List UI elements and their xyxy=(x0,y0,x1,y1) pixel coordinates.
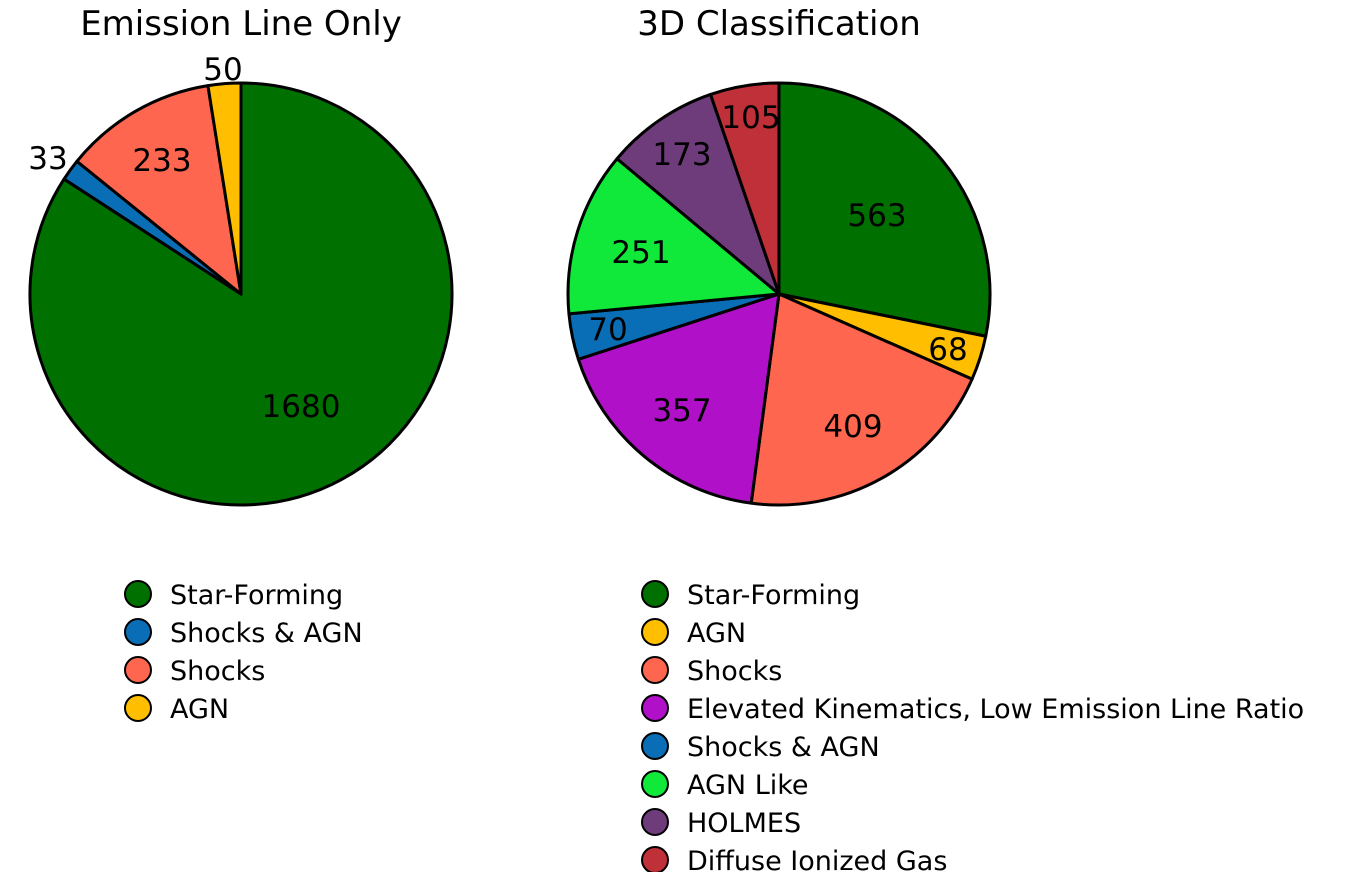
pie-slice-agn xyxy=(206,81,243,296)
slice-value-label: 70 xyxy=(588,312,627,348)
pie-slice-diffuse-ionized-gas xyxy=(709,81,781,296)
slice-value-label: 563 xyxy=(847,198,906,234)
legend-label: Star-Forming xyxy=(170,580,343,611)
pie-chart-2: 3D Classification 563 68 409 357 70 251 173 105 S… xyxy=(566,4,1304,872)
legend-label: Shocks xyxy=(170,656,265,687)
legend-label: Star-Forming xyxy=(687,580,860,611)
slice-value-label: 233 xyxy=(132,143,191,179)
pie-slice-agn-like xyxy=(566,157,781,316)
pie-slice-elevated-kinematics-low-emission-line-ratio xyxy=(576,292,781,505)
legend-marker xyxy=(641,618,669,646)
legend: Star-Forming AGN Shocks Elevated Kinematics… xyxy=(641,580,1304,872)
pie-slices xyxy=(28,81,454,507)
legend-label: AGN xyxy=(687,618,746,649)
legend-label: Shocks & AGN xyxy=(687,732,880,763)
legend-marker xyxy=(124,656,152,684)
legend-marker xyxy=(641,808,669,836)
slice-value-label: 357 xyxy=(652,393,711,429)
legend-label: Diffuse Ionized Gas xyxy=(687,846,947,872)
slice-value-label: 50 xyxy=(203,52,242,88)
legend-label: HOLMES xyxy=(687,808,801,839)
pie-chart-1: Emission Line Only 1680 33 233 50 Star-Formin… xyxy=(28,4,454,725)
slice-value-label: 68 xyxy=(928,332,967,368)
legend-label: AGN Like xyxy=(687,770,809,801)
chart-title: 3D Classification xyxy=(637,4,921,44)
legend-label: Shocks & AGN xyxy=(170,618,363,649)
slice-value-label: 409 xyxy=(823,409,882,445)
legend-label: Shocks xyxy=(687,656,782,687)
slice-value-label: 33 xyxy=(28,141,67,177)
slice-value-label: 251 xyxy=(611,235,670,271)
pie-slices xyxy=(566,81,992,507)
legend-marker xyxy=(641,656,669,684)
legend-marker xyxy=(124,694,152,722)
legend-marker xyxy=(124,618,152,646)
legend-label: AGN xyxy=(170,694,229,725)
slice-value-label: 173 xyxy=(652,137,711,173)
pie-slice-star-forming xyxy=(777,81,992,338)
pie-slice-shocks xyxy=(749,292,974,507)
legend-marker xyxy=(641,770,669,798)
pie-slice-shocks xyxy=(75,84,243,296)
legend-marker xyxy=(641,732,669,760)
legend-label: Elevated Kinematics, Low Emission Line R… xyxy=(687,694,1304,725)
legend-marker xyxy=(641,846,669,872)
slice-value-label: 105 xyxy=(721,100,780,136)
legend-marker xyxy=(641,580,669,608)
slice-value-label: 1680 xyxy=(262,389,341,425)
chart-title: Emission Line Only xyxy=(80,4,402,44)
legend-marker xyxy=(641,694,669,722)
legend: Star-Forming Shocks & AGN Shocks AGN xyxy=(124,580,363,725)
legend-marker xyxy=(124,580,152,608)
pie-slice-holmes xyxy=(615,92,781,296)
